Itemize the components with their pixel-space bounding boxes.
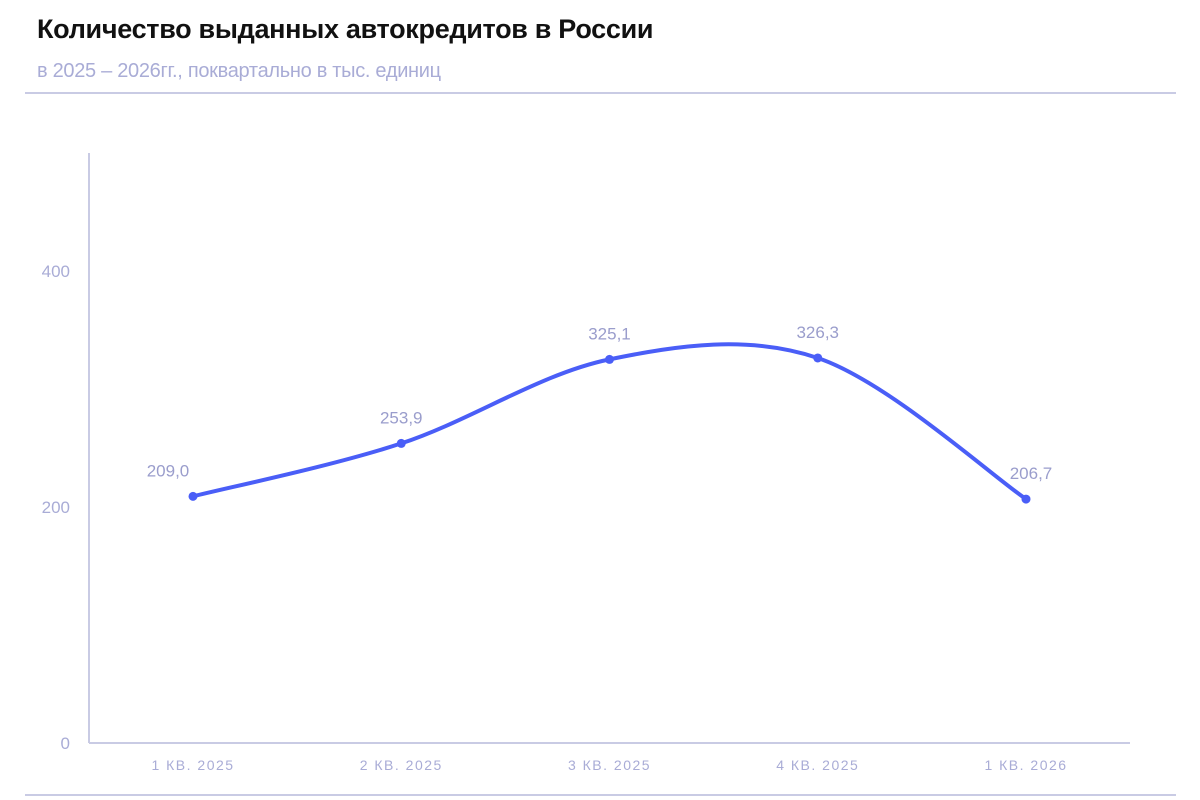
data-label: 253,9 <box>380 408 423 427</box>
data-point <box>1021 494 1031 504</box>
data-label: 206,7 <box>1010 464 1053 483</box>
y-tick-label: 200 <box>42 498 70 517</box>
x-tick-label: 3 КВ. 2025 <box>568 757 651 773</box>
x-tick-label: 4 КВ. 2025 <box>776 757 859 773</box>
chart-subtitle: в 2025 – 2026гг., поквартально в тыс. ед… <box>37 60 441 82</box>
x-tick-label: 1 КВ. 2025 <box>151 757 234 773</box>
x-tick-label: 1 КВ. 2026 <box>984 757 1067 773</box>
header-divider <box>25 92 1176 94</box>
x-tick-label: 2 КВ. 2025 <box>360 757 443 773</box>
data-point <box>188 491 198 501</box>
data-label: 209,0 <box>147 461 190 480</box>
data-label: 325,1 <box>588 324 631 343</box>
data-point <box>813 353 823 363</box>
chart-title: Количество выданных автокредитов в Росси… <box>37 14 654 44</box>
series-line <box>191 342 1028 502</box>
y-tick-label: 400 <box>42 262 70 281</box>
data-point <box>605 354 614 364</box>
data-label: 326,3 <box>796 323 839 342</box>
footer-divider <box>25 794 1176 796</box>
y-tick-label: 0 <box>61 734 70 753</box>
data-point <box>396 438 406 448</box>
